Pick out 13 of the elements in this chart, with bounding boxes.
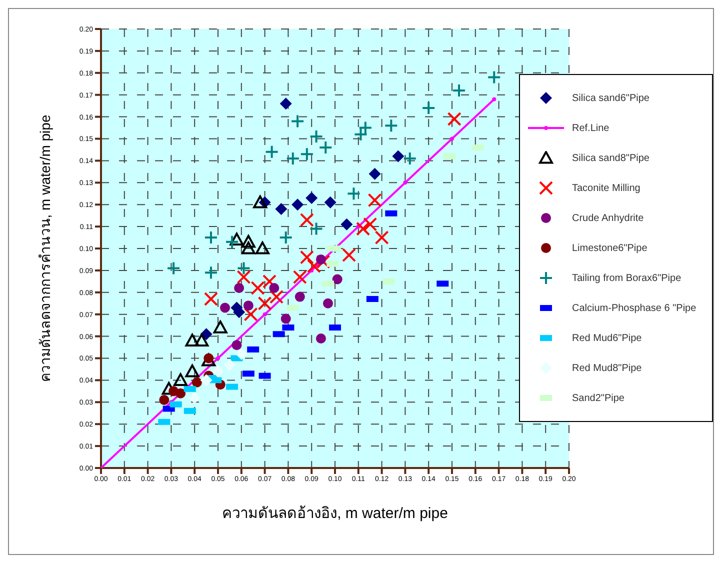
x-axis-title: ความดันลดอ้างอิง, m water/m pipe — [222, 505, 448, 522]
legend-label: Taconite Milling — [572, 182, 640, 194]
y-axis-title: ความดันลดจากการคำนวน, m water/m pipe — [36, 114, 53, 382]
legend-label: Tailing from Borax6"Pipe — [572, 272, 682, 284]
legend-label: Silica sand8"Pipe — [572, 152, 650, 164]
legend-label: Ref.Line — [572, 122, 610, 134]
legend-label: Limestone6"Pipe — [572, 242, 648, 254]
legend-label: Crude Anhydrite — [572, 212, 644, 224]
legend-label: Calcium-Phosphase 6 "Pipe — [572, 302, 696, 314]
legend-label: Sand2"Pipe — [572, 392, 624, 404]
legend-label: Red Mud6"Pipe — [572, 332, 642, 344]
legend-label: Silica sand6"Pipe — [572, 92, 650, 104]
legend-label: Red Mud8"Pipe — [572, 362, 642, 374]
